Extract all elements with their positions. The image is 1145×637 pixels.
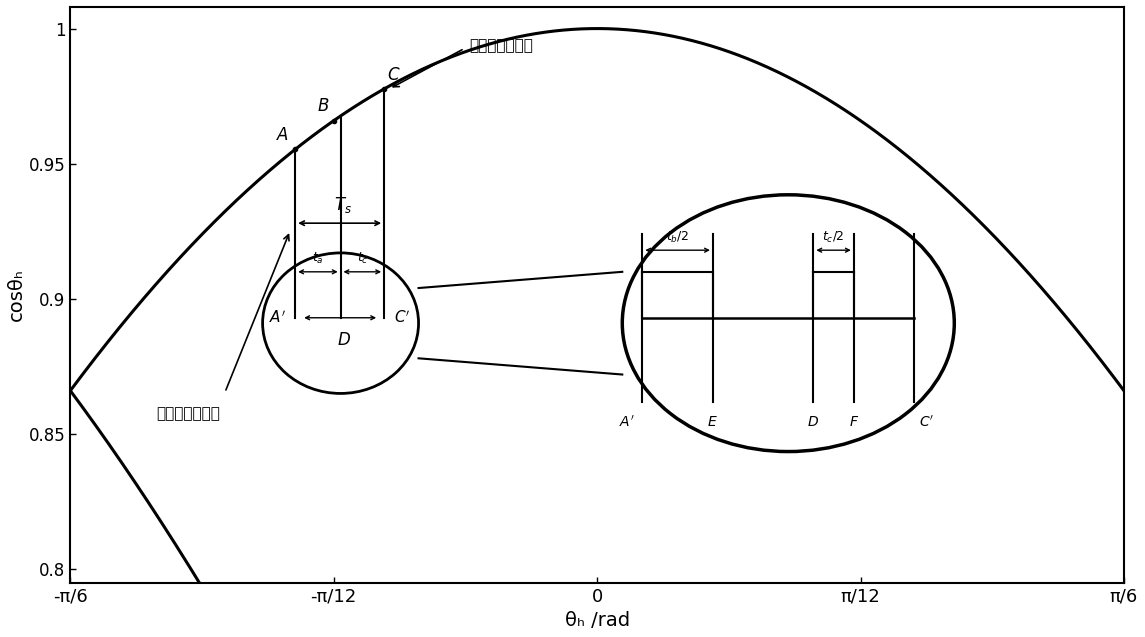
- Text: $B$: $B$: [317, 97, 330, 115]
- Text: $D$: $D$: [807, 415, 820, 429]
- Text: $C'$: $C'$: [919, 415, 934, 430]
- Text: $E$: $E$: [708, 415, 718, 429]
- X-axis label: θₕ /rad: θₕ /rad: [564, 611, 630, 630]
- Text: $T_s$: $T_s$: [333, 195, 352, 215]
- Text: $C$: $C$: [387, 66, 401, 83]
- Y-axis label: cosθₕ: cosθₕ: [7, 268, 26, 321]
- Text: $A$: $A$: [276, 126, 290, 144]
- Text: $t_b/2$: $t_b/2$: [666, 230, 689, 245]
- Text: 校正后计算时刻: 校正后计算时刻: [469, 38, 534, 54]
- Text: 校正前计算时刻: 校正前计算时刻: [156, 406, 220, 421]
- Text: $t_c$: $t_c$: [356, 252, 368, 266]
- Text: $C'$: $C'$: [394, 310, 410, 326]
- Text: $D$: $D$: [337, 331, 350, 349]
- Text: $A'$: $A'$: [269, 310, 286, 326]
- Text: $t_c/2$: $t_c/2$: [822, 230, 845, 245]
- Text: $F$: $F$: [848, 415, 859, 429]
- Text: $A'$: $A'$: [618, 415, 634, 430]
- Text: $t_a$: $t_a$: [313, 252, 324, 266]
